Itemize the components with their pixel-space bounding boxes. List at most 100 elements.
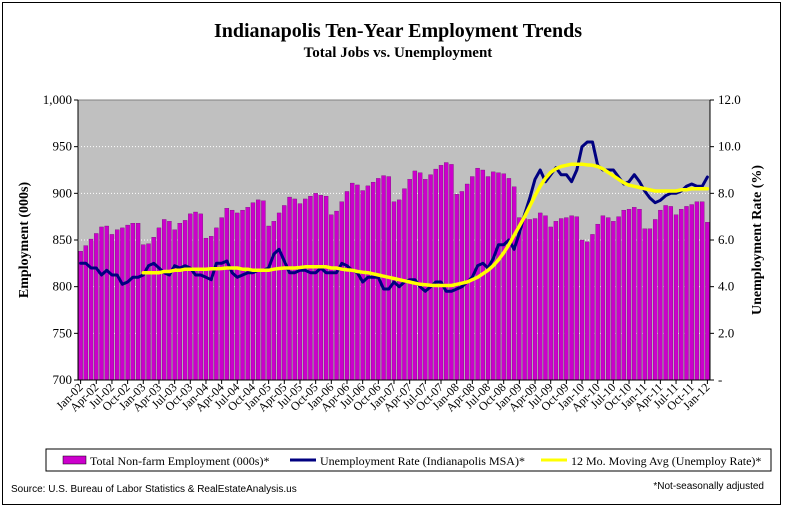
employment-bar (344, 191, 350, 381)
employment-bar (229, 209, 235, 381)
y2-tick-label: 4.0 (718, 279, 734, 294)
employment-bar (553, 221, 559, 381)
employment-bar (287, 196, 292, 381)
employment-bar (334, 210, 339, 381)
y-tick-label: 800 (53, 279, 73, 294)
y2-tick-label: 8.0 (718, 185, 734, 200)
employment-bar (292, 198, 297, 381)
employment-bar (605, 217, 611, 381)
legend-bars-swatch (62, 455, 87, 465)
employment-bar (506, 178, 512, 381)
employment-bar (125, 224, 130, 381)
moving-average-line (141, 162, 710, 288)
employment-bar (491, 171, 496, 381)
employment-bar (428, 174, 433, 381)
employment-bar (308, 195, 313, 381)
employment-bar (621, 209, 626, 381)
y2-tick-label: 2.0 (718, 325, 734, 340)
y2-axis-title: Unemployment Rate (%) (750, 165, 765, 315)
employment-bar (585, 241, 590, 381)
employment-bar (668, 206, 673, 381)
employment-bar (433, 168, 438, 381)
chart-title: Indianapolis Ten-Year Employment Trends (214, 20, 582, 42)
legend: Total Non-farm Employment (000s)* Unempl… (45, 448, 772, 472)
employment-bar (219, 217, 224, 381)
employment-bar (632, 207, 637, 381)
employment-bar (120, 227, 125, 381)
employment-bar (339, 201, 344, 381)
employment-bar (109, 234, 115, 381)
employment-bar (444, 162, 449, 381)
employment-bar (595, 223, 600, 381)
employment-bar (538, 212, 543, 381)
employment-bar (329, 214, 334, 381)
employment-bar (266, 225, 271, 381)
employment-bar (684, 206, 689, 381)
employment-bar (188, 213, 193, 381)
y-tick-label: 850 (53, 232, 73, 247)
employment-bar (365, 185, 371, 381)
y-tick-label: 900 (53, 185, 73, 200)
employment-bar (611, 221, 616, 381)
legend-bars-label: Total Non-farm Employment (000s)* (90, 454, 269, 468)
employment-bar (313, 193, 318, 381)
employment-bar (705, 222, 710, 381)
employment-bar (141, 244, 146, 381)
employment-bar (303, 198, 308, 381)
employment-bar (245, 207, 250, 381)
employment-bar (151, 237, 156, 381)
employment-bar (198, 213, 203, 381)
legend-moving-avg-label: 12 Mo. Moving Avg (Unemploy Rate)* (571, 454, 761, 468)
employment-bar (700, 201, 705, 381)
employment-bar (135, 223, 141, 381)
y2-tick-label: 6.0 (718, 232, 734, 247)
y-axis-left: 700 750 800 850 900 950 1,000 (43, 92, 79, 387)
employment-bar (318, 195, 324, 381)
y-tick-label: 750 (53, 325, 73, 340)
employment-bar (652, 219, 658, 381)
employment-bar (626, 209, 632, 381)
employment-bar (99, 226, 104, 381)
employment-bar (214, 227, 219, 381)
employment-bar (485, 176, 491, 381)
employment-bar (177, 223, 183, 381)
employment-bar (130, 223, 136, 381)
employment-bar (167, 221, 172, 381)
employment-bar (412, 170, 418, 381)
employment-bar (574, 216, 579, 381)
employment-bar (616, 216, 621, 381)
employment-bar (679, 209, 684, 381)
employment-bar (590, 234, 595, 381)
employment-bar (548, 226, 553, 381)
rate-lines (79, 140, 710, 293)
y2-tick-label: 12.0 (718, 92, 741, 107)
employment-bar (297, 203, 303, 381)
employment-bar (350, 182, 355, 381)
source-note: Source: U.S. Bureau of Labor Statistics … (11, 484, 297, 495)
employment-bar (694, 201, 700, 381)
employment-bar (658, 209, 663, 381)
employment-bar (323, 195, 329, 381)
y-tick-label: 950 (53, 139, 73, 154)
x-axis: Jan-02Apr-02Jul-02Oct-02Jan-03Apr-03Jul-… (53, 379, 713, 414)
employment-bar (558, 218, 564, 381)
employment-bar (532, 218, 538, 381)
y-axis-title: Employment (000s) (17, 182, 32, 299)
employment-bar (203, 237, 209, 381)
employment-bar (663, 205, 668, 381)
chart-subtitle: Total Jobs vs. Unemployment (304, 45, 493, 61)
employment-bar (637, 209, 642, 381)
employment-bar (642, 228, 647, 381)
employment-bar (355, 184, 360, 381)
employment-bar (276, 212, 282, 381)
employment-bar (397, 199, 402, 381)
employment-bar (360, 190, 365, 381)
employment-bar (600, 215, 606, 381)
employment-bar (224, 208, 230, 381)
employment-bar (564, 217, 569, 381)
employment-bar (94, 233, 99, 381)
employment-bar (475, 167, 480, 381)
employment-bar (673, 214, 679, 381)
y2-tick-label: 10.0 (718, 139, 741, 154)
